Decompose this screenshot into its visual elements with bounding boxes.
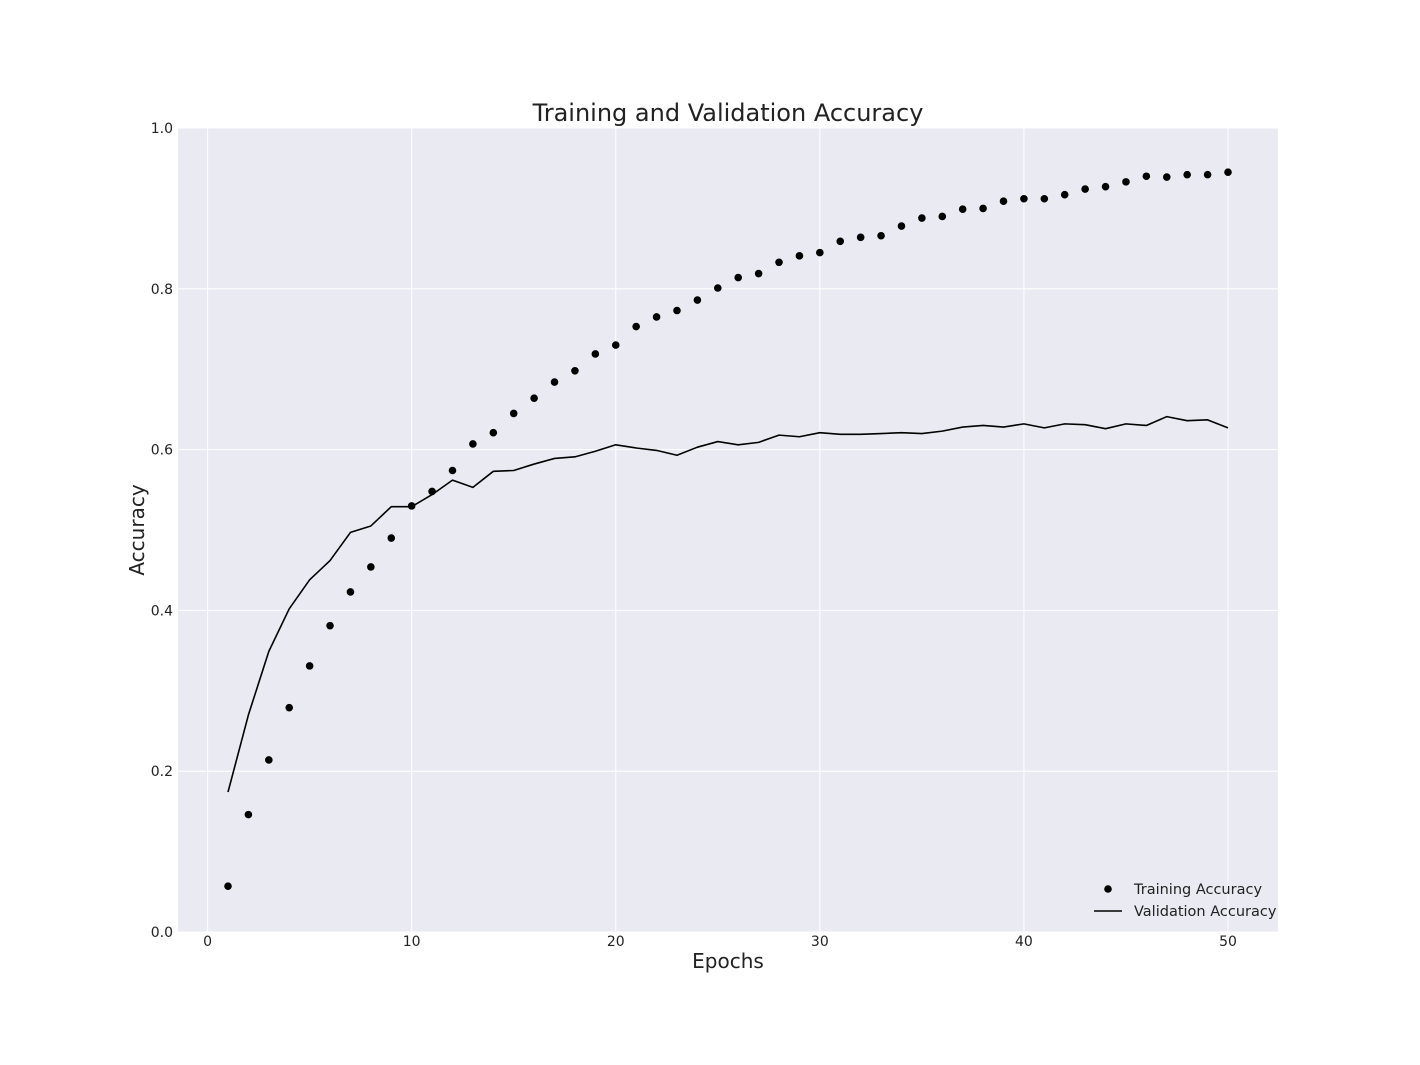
training-accuracy-point (591, 350, 600, 358)
training-accuracy-point (305, 662, 314, 670)
training-accuracy-point (326, 621, 334, 630)
training-accuracy-point (285, 703, 294, 712)
training-accuracy-point (958, 205, 967, 213)
legend: Training Accuracy Validation Accuracy (1094, 882, 1277, 920)
training-accuracy-point (877, 231, 885, 240)
training-accuracy-point (1040, 194, 1049, 203)
y-axis-ticks: 0.0 0.2 0.4 0.6 0.8 1.0 (151, 121, 173, 941)
training-accuracy-point (714, 284, 722, 292)
training-accuracy-point (469, 440, 477, 448)
validation-accuracy-line (227, 415, 1229, 793)
x-axis-label: Epochs (692, 949, 764, 973)
x-tick-label: 10 (403, 934, 421, 950)
y-tick-label: 1.0 (151, 121, 173, 137)
x-tick-label: 30 (811, 934, 829, 950)
training-accuracy-point (693, 296, 702, 304)
training-accuracy-point (367, 563, 375, 571)
training-accuracy-point (224, 882, 232, 890)
training-accuracy-point (632, 322, 640, 331)
x-tick-label: 20 (607, 934, 625, 950)
training-accuracy-point (1081, 185, 1089, 193)
y-tick-label: 0.2 (151, 764, 173, 780)
legend-label-training: Training Accuracy (1133, 882, 1262, 898)
y-tick-label: 0.8 (151, 282, 173, 298)
training-accuracy-point (652, 313, 661, 321)
y-tick-label: 0.0 (151, 925, 173, 941)
training-accuracy-point (1203, 170, 1212, 179)
training-accuracy-point (244, 810, 253, 819)
training-accuracy-point (1060, 190, 1069, 199)
training-accuracy-point (754, 269, 763, 278)
training-accuracy-point (1101, 182, 1110, 191)
y-tick-label: 0.6 (151, 443, 173, 459)
training-accuracy-point (897, 222, 906, 230)
training-accuracy-point (999, 197, 1008, 205)
training-accuracy-point (530, 394, 538, 402)
training-accuracy-point (346, 588, 355, 596)
training-accuracy-point (265, 756, 273, 764)
training-accuracy-series (224, 168, 1232, 890)
training-accuracy-point (428, 487, 436, 496)
training-accuracy-point (836, 237, 845, 246)
training-accuracy-point (509, 409, 518, 418)
training-accuracy-point (550, 378, 559, 386)
training-accuracy-point (1020, 194, 1028, 203)
training-accuracy-point (387, 534, 396, 542)
x-tick-label: 0 (203, 934, 212, 950)
training-accuracy-point (734, 273, 742, 282)
training-accuracy-point (1162, 173, 1171, 181)
training-accuracy-point (816, 248, 824, 257)
training-accuracy-point (611, 341, 620, 349)
x-axis-ticks: 0 10 20 30 40 50 (203, 934, 1237, 950)
training-accuracy-point (938, 212, 947, 221)
training-accuracy-point (673, 306, 681, 315)
validation-accuracy-series (227, 415, 1229, 793)
training-accuracy-point (1183, 170, 1191, 179)
x-tick-label: 40 (1015, 934, 1033, 950)
training-accuracy-point (571, 367, 579, 375)
training-accuracy-point (1142, 172, 1151, 181)
training-accuracy-point (918, 214, 926, 222)
x-tick-label: 50 (1219, 934, 1237, 950)
training-accuracy-point (448, 466, 457, 475)
training-accuracy-point (979, 204, 987, 213)
legend-label-validation: Validation Accuracy (1134, 904, 1277, 920)
training-accuracy-point (775, 258, 783, 267)
training-accuracy-point (489, 428, 498, 437)
plot-background (178, 128, 1278, 932)
training-accuracy-point (407, 502, 416, 510)
training-accuracy-point (1224, 168, 1232, 177)
training-accuracy-point (795, 252, 804, 260)
training-accuracy-point (856, 233, 865, 242)
y-tick-label: 0.4 (151, 603, 173, 619)
grid-lines (178, 127, 1278, 933)
chart-title: Training and Validation Accuracy (532, 99, 924, 127)
y-axis-label: Accuracy (125, 484, 149, 575)
legend-marker-training (1104, 885, 1112, 893)
training-accuracy-point (1122, 178, 1130, 186)
